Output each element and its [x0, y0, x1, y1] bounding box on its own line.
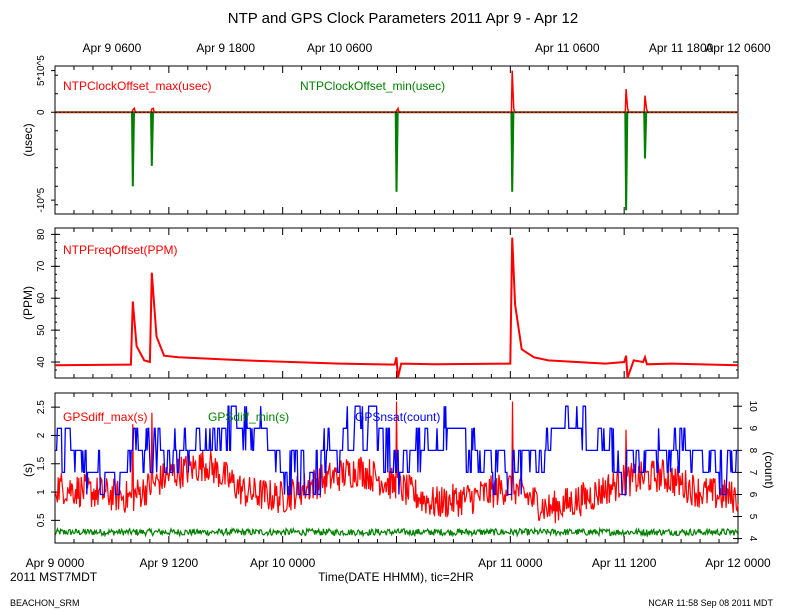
legend-gpsdiff-max: GPSdiff_max(s) [63, 410, 147, 424]
bottom-axis-label: Apr 12 0000 [705, 556, 771, 570]
gps-ytick-label-right: 7 [747, 470, 758, 476]
offset-panel: 5*10^5 0 -10^5 [36, 55, 739, 214]
ntp-freq-offset-line [54, 237, 739, 379]
footer-left: BEACHON_SRM [10, 598, 80, 608]
ntp-offset-min-line [55, 111, 738, 211]
legend-ntp-freq-offset: NTPFreqOffset(PPM) [63, 243, 177, 257]
gps-ytick-label: 0.5 [36, 513, 47, 527]
bottom-axis-label: Apr 9 1200 [139, 556, 198, 570]
legend-ntp-offset-min: NTPClockOffset_min(usec) [300, 79, 445, 93]
gps-ytick-label-right: 8 [747, 448, 758, 454]
gps-ytick-label-right: 5 [747, 514, 758, 520]
timezone-label: 2011 MST7MDT [10, 570, 98, 584]
bottom-axis-label: Apr 10 0000 [250, 556, 316, 570]
gps-ytick-label-right: 10 [747, 401, 758, 413]
freq-panel: 80 70 60 50 40 [36, 228, 739, 379]
freq-ytick-label: 50 [36, 324, 47, 336]
gpsdiff-min-line [54, 526, 739, 538]
gps-ytick-label-right: 9 [747, 426, 758, 432]
gps-ytick-label: 1.5 [36, 456, 47, 470]
top-axis-label: Apr 9 1800 [196, 41, 255, 55]
gpsnsat-line [55, 405, 738, 496]
offset-panel-ylabel: (usec) [21, 123, 35, 156]
top-axis-label: Apr 11 1800 [649, 41, 714, 55]
x-axis-label: Time(DATE HHMM), tic=2HR [318, 570, 474, 584]
freq-ytick-label: 70 [36, 260, 47, 272]
bottom-axis-labels: Apr 9 0000 Apr 9 1200 Apr 10 0000 Apr 11 00… [26, 556, 771, 570]
freq-ytick-label: 60 [36, 292, 47, 304]
gps-panel-ylabel: (s) [21, 463, 35, 477]
gps-ytick-label-right: 4 [747, 536, 758, 542]
top-axis-label: Apr 10 0600 [307, 41, 373, 55]
bottom-axis-label: Apr 11 0000 [478, 556, 543, 570]
top-axis-label: Apr 12 0600 [705, 41, 771, 55]
legend-ntp-offset-max: NTPClockOffset_max(usec) [63, 79, 211, 93]
gpsdiff-max-line [54, 401, 739, 524]
footer-right: NCAR 11:58 Sep 08 2011 MDT [648, 598, 773, 608]
gps-ytick-label: 1 [36, 489, 47, 495]
top-axis-labels: Apr 9 0600 Apr 9 1800 Apr 10 0600 Apr 11 06… [83, 41, 771, 55]
gps-ytick-label-right: 6 [747, 492, 758, 498]
gps-panel-ylabel-right: (count) [762, 451, 776, 488]
bottom-axis-label: Apr 11 1200 [592, 556, 657, 570]
offset-ytick-label: 0 [36, 109, 47, 115]
gps-panel: 2.5 2 1.5 1 0.5 10 9 8 7 6 5 4 [36, 393, 758, 543]
bottom-axis-label: Apr 9 0000 [26, 556, 85, 570]
freq-ytick-label: 80 [36, 228, 47, 240]
top-axis-label: Apr 11 0600 [535, 41, 600, 55]
freq-ytick-label: 40 [36, 356, 47, 368]
gps-ytick-label: 2 [36, 432, 47, 438]
freq-panel-ylabel: (PPM) [21, 286, 35, 320]
gps-ytick-label: 2.5 [36, 400, 47, 414]
chart-title: NTP and GPS Clock Parameters 2011 Apr 9 … [228, 10, 578, 27]
top-axis-label: Apr 9 0600 [83, 41, 142, 55]
offset-ytick-label: 5*10^5 [36, 55, 47, 86]
offset-ytick-label: -10^5 [36, 187, 47, 212]
legend-gpsdiff-min: GPSdiff_min(s) [208, 410, 289, 424]
legend-gpsnsat: GPSnsat(count) [355, 410, 440, 424]
